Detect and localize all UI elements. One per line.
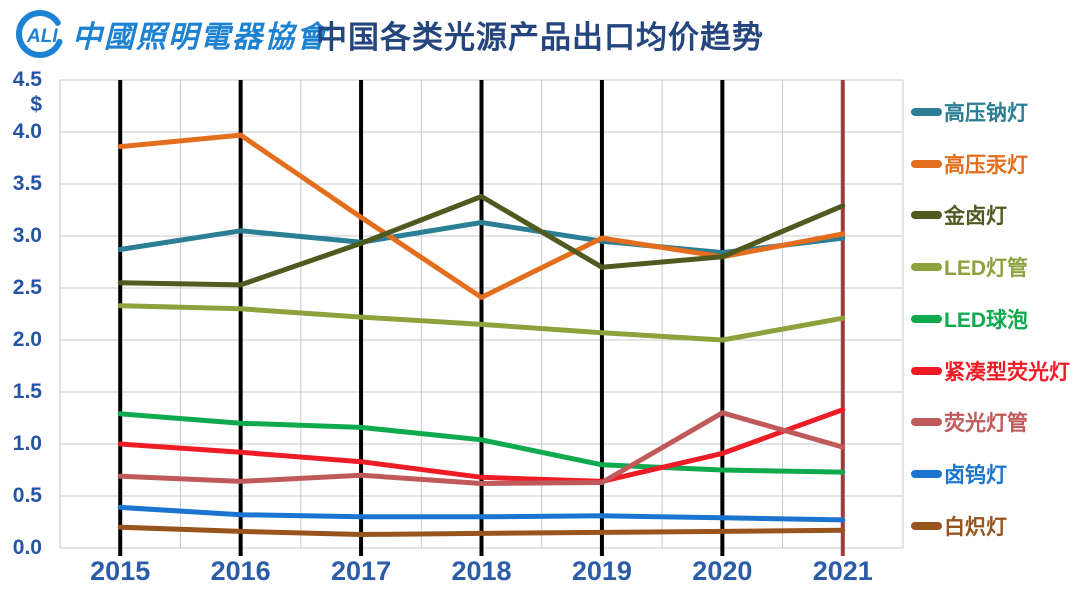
legend-swatch-icon bbox=[911, 366, 942, 375]
chart-title: 中国各类光源产品出口均价趋势 bbox=[316, 20, 764, 55]
legend-label: 卤钨灯 bbox=[944, 463, 1007, 487]
x-tick-label: 2019 bbox=[571, 556, 632, 586]
cali-logo-icon: ALI bbox=[16, 10, 64, 58]
currency-label: $ bbox=[30, 93, 42, 116]
y-tick-label: 3.5 bbox=[12, 172, 42, 195]
y-tick-label: 4.0 bbox=[12, 120, 42, 143]
legend-swatch-icon bbox=[911, 263, 942, 272]
y-tick-label: 1.0 bbox=[12, 432, 42, 455]
legend-label: LED灯管 bbox=[944, 257, 1028, 281]
legend-label: 荧光灯管 bbox=[944, 412, 1028, 436]
x-tick-label: 2021 bbox=[812, 556, 873, 586]
y-tick-label: 4.5 bbox=[12, 68, 42, 91]
legend-item-LED球泡: LED球泡 bbox=[911, 293, 1028, 345]
legend-label: LED球泡 bbox=[944, 308, 1028, 332]
x-tick-label: 2020 bbox=[692, 556, 753, 586]
series-line-LED球泡 bbox=[117, 411, 846, 475]
legend-swatch-icon bbox=[911, 314, 942, 323]
series-line-卤钨灯 bbox=[117, 504, 846, 523]
legend-swatch-icon bbox=[911, 521, 942, 530]
legend-label: 白炽灯 bbox=[944, 515, 1007, 539]
legend-label: 高压钠灯 bbox=[944, 102, 1028, 125]
legend-item-LED灯管: LED灯管 bbox=[911, 241, 1028, 293]
legend-item-荧光灯管: 荧光灯管 bbox=[911, 396, 1028, 448]
series-line-荧光灯管 bbox=[117, 410, 846, 486]
legend-swatch-icon bbox=[911, 418, 942, 427]
x-axis-labels: 2015 2016 2017 2018 2019 2020 2021 bbox=[0, 556, 1080, 590]
legend-swatch-icon bbox=[911, 469, 942, 478]
x-tick-label: 2015 bbox=[90, 556, 151, 586]
legend-label: 金卤灯 bbox=[944, 205, 1007, 229]
series-line-LED灯管 bbox=[117, 303, 846, 343]
legend: 高压钠灯高压汞灯金卤灯 LED灯管 LED球泡紧凑型荧光灯 荧光灯管卤钨灯白炽灯 bbox=[911, 86, 1080, 556]
legend-label: 紧凑型荧光灯 bbox=[944, 360, 1070, 384]
legend-item-白炽灯: 白炽灯 bbox=[911, 500, 1007, 552]
legend-item-高压钠灯: 高压钠灯 bbox=[911, 86, 1028, 138]
y-tick-label: 2.5 bbox=[12, 276, 42, 299]
x-tick-label: 2017 bbox=[331, 556, 392, 586]
legend-swatch-icon bbox=[911, 108, 942, 116]
y-tick-label: 0.5 bbox=[12, 484, 42, 507]
legend-label: 高压汞灯 bbox=[944, 153, 1028, 177]
line-chart-canvas bbox=[59, 79, 904, 556]
y-tick-label: 2.0 bbox=[12, 328, 42, 351]
cali-logo: ALI 中國照明電器協會 bbox=[14, 8, 328, 60]
legend-item-紧凑型荧光灯: 紧凑型荧光灯 bbox=[911, 345, 1070, 397]
series-line-紧凑型荧光灯 bbox=[117, 407, 846, 484]
plot-area bbox=[59, 79, 904, 556]
y-tick-label: 1.5 bbox=[12, 380, 42, 403]
legend-item-卤钨灯: 卤钨灯 bbox=[911, 448, 1007, 500]
legend-item-金卤灯: 金卤灯 bbox=[911, 189, 1007, 241]
x-tick-label: 2016 bbox=[210, 556, 271, 586]
y-axis-labels: 4.5 4.0 3.5 3.0 2.5 2.0 1.5 1.0 0.5 0.0 bbox=[0, 0, 60, 604]
legend-swatch-icon bbox=[911, 159, 942, 168]
logo-acronym-text: ALI bbox=[26, 26, 58, 47]
y-tick-label: 0.0 bbox=[12, 536, 42, 559]
y-tick-label: 3.0 bbox=[12, 224, 42, 247]
series-line-高压钠灯 bbox=[117, 220, 846, 256]
logo-org-name: 中國照明電器協會 bbox=[72, 21, 328, 54]
legend-swatch-icon bbox=[911, 211, 942, 220]
series-line-金卤灯 bbox=[117, 194, 846, 288]
legend-item-高压汞灯: 高压汞灯 bbox=[911, 138, 1028, 190]
x-tick-label: 2018 bbox=[451, 556, 512, 586]
series-line-白炽灯 bbox=[117, 524, 846, 537]
